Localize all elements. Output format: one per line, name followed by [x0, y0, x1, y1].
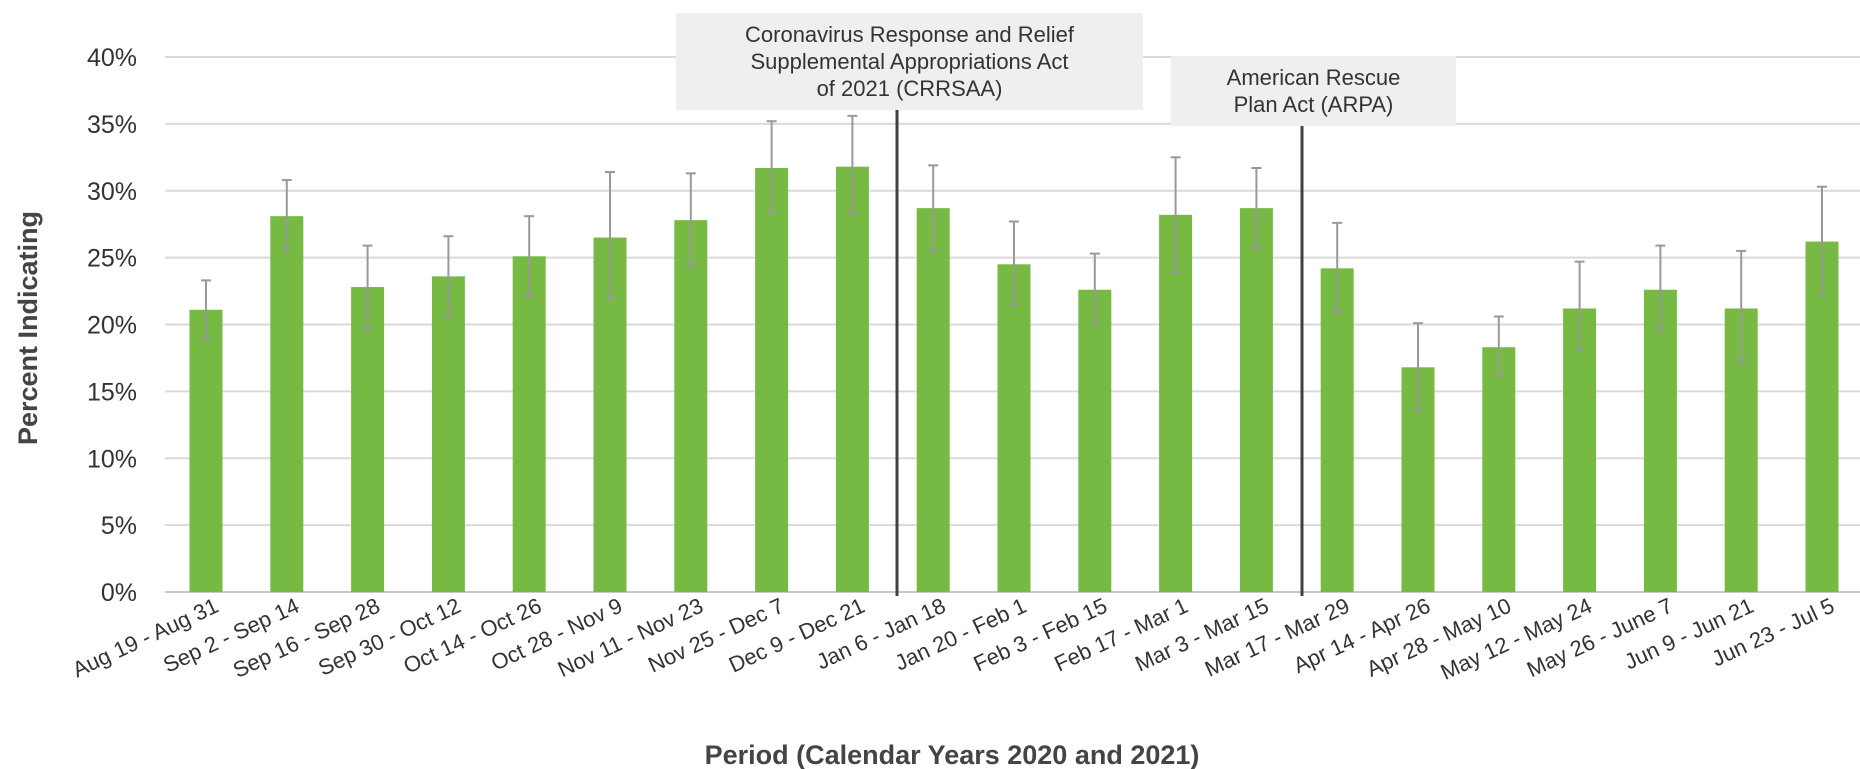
- y-axis-title: Percent Indicating: [13, 211, 43, 445]
- annotation-box: [676, 13, 1143, 110]
- bar: [189, 309, 223, 592]
- bar: [1239, 208, 1273, 592]
- bars: [189, 166, 1839, 593]
- x-axis-title: Period (Calendar Years 2020 and 2021): [705, 740, 1200, 769]
- y-axis-ticks: 0% 5% 10% 15% 20% 25% 30% 35% 40%: [87, 44, 137, 607]
- bar: [1320, 268, 1354, 592]
- bar: [674, 220, 708, 593]
- bar: [755, 168, 789, 592]
- annotation-box: [1171, 56, 1456, 126]
- y-tick-label: 5%: [101, 512, 137, 540]
- y-tick-label: 0%: [101, 579, 137, 607]
- bar: [351, 287, 385, 592]
- annotation-text: Coronavirus Response and Relief: [745, 22, 1075, 47]
- bar: [1078, 289, 1112, 592]
- bar: [1159, 214, 1193, 592]
- error-bars: [201, 114, 1827, 412]
- annotations: Coronavirus Response and ReliefSupplemen…: [676, 13, 1456, 596]
- bar: [1563, 308, 1597, 592]
- annotation-text: Supplemental Appropriations Act: [751, 49, 1069, 74]
- bar: [1482, 347, 1516, 592]
- bar: [431, 276, 465, 592]
- annotation-text: American Rescue: [1227, 65, 1401, 90]
- y-tick-label: 40%: [87, 44, 137, 72]
- bar: [835, 166, 869, 593]
- bar: [997, 264, 1031, 592]
- y-tick-label: 25%: [87, 245, 137, 273]
- y-tick-label: 20%: [87, 312, 137, 340]
- y-tick-label: 10%: [87, 445, 137, 473]
- bar: [1643, 289, 1677, 592]
- bar: [512, 256, 546, 592]
- bar: [916, 208, 950, 592]
- y-tick-label: 35%: [87, 111, 137, 139]
- annotation-text: of 2021 (CRRSAA): [817, 76, 1003, 101]
- y-tick-label: 15%: [87, 378, 137, 406]
- bar: [1805, 241, 1839, 592]
- bar: [270, 216, 304, 592]
- y-tick-label: 30%: [87, 178, 137, 206]
- annotation-text: Plan Act (ARPA): [1234, 92, 1394, 117]
